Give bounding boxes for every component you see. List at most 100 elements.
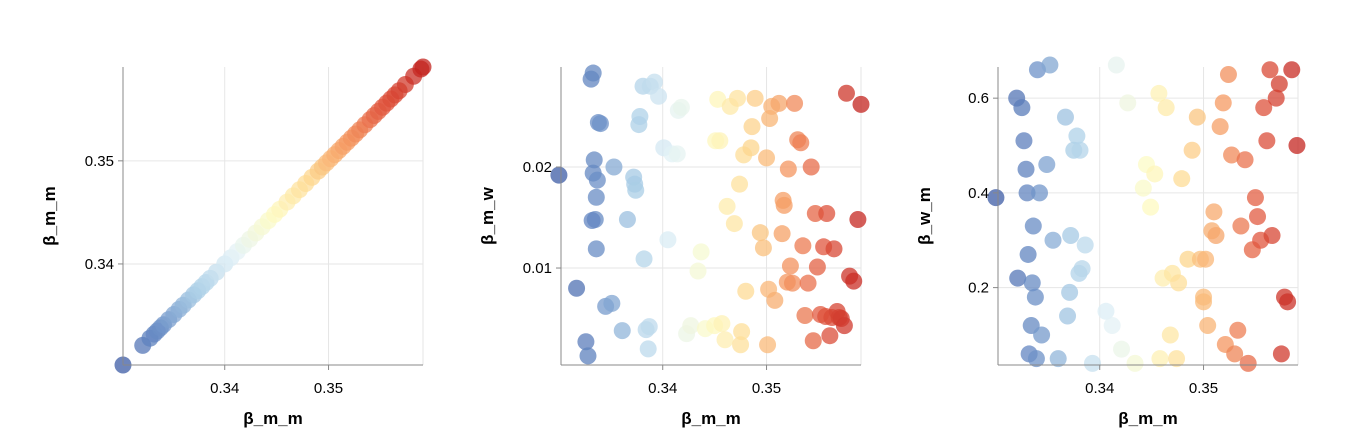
data-point [775, 196, 793, 214]
data-point [591, 115, 609, 133]
data-point [1027, 350, 1045, 368]
data-point [1073, 260, 1091, 278]
data-point [1157, 99, 1175, 117]
data-point [587, 240, 605, 258]
data-point [1288, 137, 1306, 155]
data-point [1170, 274, 1188, 292]
data-point [659, 231, 677, 249]
data-point [1103, 317, 1121, 335]
y-axis-title: β_m_w [478, 186, 497, 244]
data-point [742, 139, 760, 157]
x-tick-label: 0.35 [1189, 380, 1218, 397]
data-point [1261, 61, 1279, 79]
data-point [1031, 184, 1049, 202]
data-point [799, 274, 817, 292]
data-point [1059, 307, 1077, 325]
data-point [1239, 354, 1257, 372]
y-tick-label: 0.4 [968, 185, 989, 202]
data-point [1151, 350, 1169, 368]
data-point [1023, 274, 1041, 292]
data-point [1041, 56, 1059, 74]
data-point [1161, 326, 1179, 344]
data-point [1038, 155, 1056, 173]
data-point [1199, 317, 1217, 335]
data-point [1246, 189, 1264, 207]
data-point [1226, 345, 1244, 363]
y-tick-label: 0.2 [968, 280, 989, 297]
data-point [645, 73, 663, 91]
data-point [1134, 179, 1152, 197]
data-point [587, 188, 605, 206]
data-point [987, 189, 1005, 207]
data-point [1267, 89, 1285, 107]
data-point [1044, 231, 1062, 249]
data-point [1207, 227, 1225, 245]
data-point [845, 272, 863, 290]
data-point [1249, 208, 1267, 226]
data-point [1197, 250, 1215, 268]
data-point [1068, 127, 1086, 145]
data-point [583, 212, 601, 230]
data-point [1279, 293, 1297, 311]
data-point [550, 166, 568, 184]
data-point [766, 291, 784, 309]
data-point [613, 322, 631, 340]
data-point [689, 262, 707, 280]
data-point [731, 175, 749, 193]
scatter-panel-3: 0.34 0.35 0.2 0.4 0.6 β_m_m β_w_m [915, 56, 1306, 428]
x-tick-label: 0.35 [752, 380, 781, 397]
data-point [1015, 132, 1033, 150]
data-point [716, 331, 734, 349]
data-point [1076, 236, 1094, 254]
x-tick-label: 0.35 [314, 380, 343, 397]
data-point [1258, 132, 1276, 150]
data-point [635, 250, 653, 268]
y-tick-label: 0.01 [523, 260, 552, 277]
data-point [1017, 160, 1035, 178]
data-point [618, 211, 636, 229]
data-point [759, 336, 777, 354]
data-point [758, 149, 776, 167]
data-point [781, 257, 799, 275]
data-point [1255, 99, 1273, 117]
data-point [1009, 269, 1027, 287]
data-point [627, 181, 645, 199]
data-point [672, 98, 690, 116]
data-point [1107, 56, 1125, 74]
data-point [825, 240, 843, 258]
data-point [640, 318, 658, 336]
data-point [1071, 141, 1089, 159]
data-point [779, 160, 797, 178]
data-point [631, 107, 649, 125]
data-point [1183, 141, 1201, 159]
data-point [1173, 170, 1191, 188]
x-axis-title: β_m_m [681, 409, 741, 428]
data-point [743, 118, 761, 136]
data-point [1236, 151, 1254, 169]
data-point [751, 224, 769, 242]
data-point [1113, 340, 1131, 358]
data-point [1119, 94, 1137, 112]
scatter-panel-1: 0.34 0.35 0.34 0.35 β_m_m β_m_m [40, 58, 432, 428]
data-point [786, 94, 804, 112]
y-tick-label: 0.02 [523, 159, 552, 176]
data-point [603, 294, 621, 312]
data-point [1272, 345, 1290, 363]
data-point [1019, 245, 1037, 263]
x-tick-label: 0.34 [1085, 380, 1114, 397]
data-point [1195, 288, 1213, 306]
data-point [1142, 198, 1160, 216]
data-point [1083, 354, 1101, 372]
data-point [737, 282, 755, 300]
data-point [1179, 250, 1197, 268]
data-point [584, 64, 602, 82]
data-point [754, 239, 772, 257]
y-tick-label: 0.6 [968, 90, 989, 107]
data-point [1061, 283, 1079, 301]
data-point [605, 158, 623, 176]
data-point [1033, 326, 1051, 344]
data-point [1018, 184, 1036, 202]
data-point [732, 336, 750, 354]
data-point [1211, 118, 1229, 136]
